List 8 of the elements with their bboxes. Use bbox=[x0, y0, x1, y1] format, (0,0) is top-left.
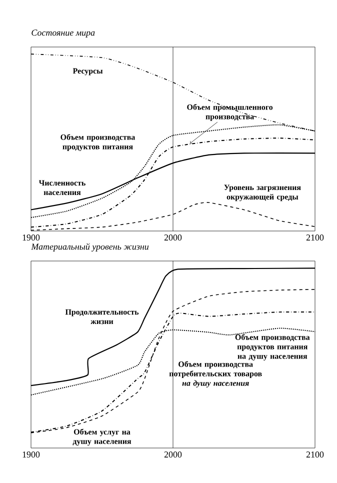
x-tick-label: 1900 bbox=[22, 452, 40, 458]
x-tick-label: 2100 bbox=[306, 452, 324, 458]
x-tick-label: 2000 bbox=[164, 234, 182, 241]
x-tick-label: 1900 bbox=[22, 234, 40, 241]
x-tick-label: 2100 bbox=[306, 234, 324, 241]
chart-title: Состояние мира bbox=[32, 30, 95, 38]
chart-title: Материальный уровень жизни bbox=[31, 243, 149, 252]
x-tick-label: 2000 bbox=[164, 452, 182, 458]
